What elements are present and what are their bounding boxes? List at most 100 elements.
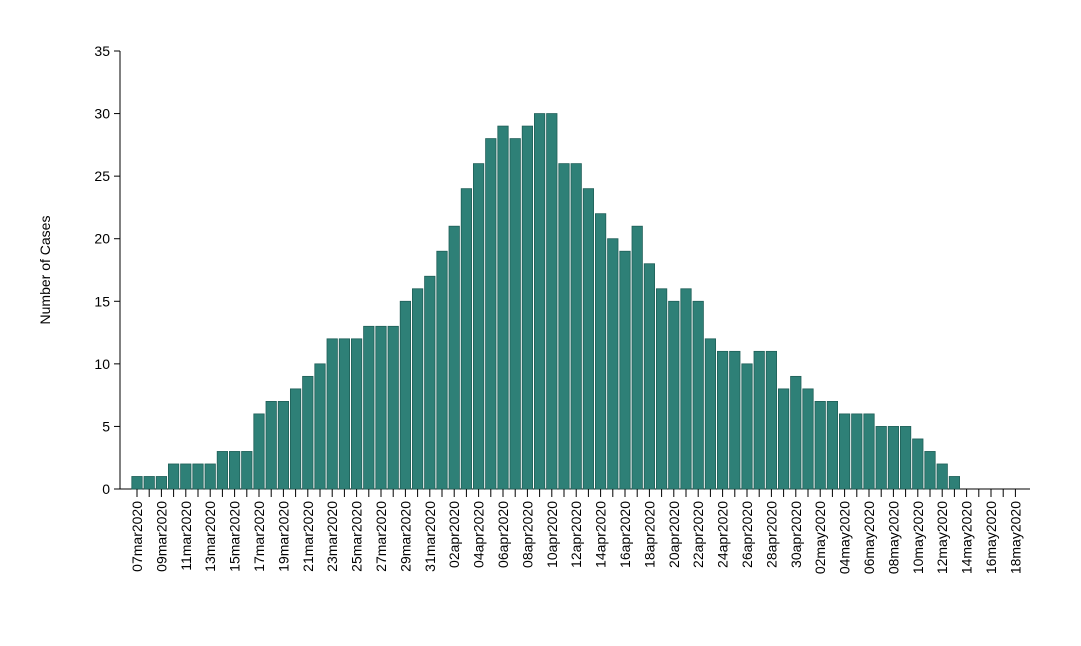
x-tick-label: 18may2020: [1007, 501, 1023, 574]
x-tick-label: 12apr2020: [568, 501, 584, 568]
x-tick-label: 04apr2020: [471, 501, 487, 568]
bar: [228, 451, 241, 490]
bar: [302, 375, 314, 490]
bar: [875, 426, 887, 490]
bar: [363, 325, 375, 490]
bar: [729, 350, 741, 490]
bar: [814, 400, 826, 490]
x-tick-label: 19mar2020: [275, 501, 291, 572]
y-tick-label: 20: [94, 231, 110, 247]
x-tick-label: 22apr2020: [690, 501, 706, 568]
bar: [509, 138, 521, 490]
x-tick-label: 31mar2020: [422, 501, 438, 572]
x-tick-label: 07mar2020: [129, 501, 145, 572]
bar: [180, 463, 192, 490]
bar: [241, 451, 253, 490]
bar: [643, 263, 656, 490]
x-tick-label: 17mar2020: [251, 501, 267, 572]
bar: [546, 113, 558, 490]
bar: [265, 400, 277, 490]
y-tick-label: 0: [102, 481, 110, 497]
bar: [277, 400, 290, 490]
bar: [717, 350, 729, 490]
bar: [765, 350, 778, 490]
bar: [411, 288, 424, 490]
bar: [826, 400, 839, 490]
x-tick-label: 08apr2020: [519, 501, 535, 568]
bar: [472, 163, 485, 490]
bar: [595, 213, 607, 490]
bar: [900, 426, 912, 490]
x-tick-label: 14apr2020: [593, 501, 609, 568]
x-tick-label: 25mar2020: [349, 501, 365, 572]
bar: [802, 388, 814, 490]
bar: [460, 188, 473, 490]
x-tick-label: 02apr2020: [446, 501, 462, 568]
bar: [167, 463, 180, 490]
bar: [448, 225, 460, 490]
x-tick-label: 21mar2020: [300, 501, 316, 572]
bar: [204, 463, 216, 490]
bar: [582, 188, 595, 490]
bar: [619, 250, 631, 490]
x-tick-label: 15mar2020: [227, 501, 243, 572]
y-tick-label: 15: [94, 293, 110, 309]
bar: [155, 476, 167, 490]
x-tick-label: 20apr2020: [666, 501, 682, 568]
x-tick-label: 26apr2020: [739, 501, 755, 568]
x-tick-label: 16may2020: [983, 501, 999, 574]
x-tick-label: 16apr2020: [617, 501, 633, 568]
x-tick-label: 04may2020: [837, 501, 853, 574]
x-tick-label: 12may2020: [934, 501, 950, 574]
bar: [912, 438, 924, 490]
y-tick-label: 25: [94, 168, 110, 184]
bar: [753, 350, 765, 490]
bar: [704, 338, 717, 490]
bar: [399, 300, 412, 490]
bar: [778, 388, 790, 490]
x-tick-label: 02may2020: [812, 501, 828, 574]
x-tick-label: 18apr2020: [641, 501, 657, 568]
bar: [436, 250, 448, 490]
bar: [143, 476, 155, 490]
bar: [424, 275, 436, 490]
bar: [570, 163, 582, 490]
y-tick-label: 35: [94, 43, 110, 59]
bar: [521, 125, 534, 490]
bar: [387, 325, 399, 490]
x-tick-label: 29mar2020: [397, 501, 413, 572]
bar: [924, 451, 936, 490]
bar: [131, 476, 143, 490]
x-tick-label: 09mar2020: [153, 501, 169, 572]
bar: [338, 338, 351, 490]
bar: [314, 363, 326, 490]
x-tick-label: 30apr2020: [788, 501, 804, 568]
bar: [851, 413, 863, 490]
bar: [289, 388, 302, 490]
x-tick-label: 13mar2020: [202, 501, 218, 572]
x-tick-label: 10may2020: [910, 501, 926, 574]
bar: [656, 288, 668, 490]
bar: [790, 375, 802, 490]
bar: [741, 363, 753, 490]
y-tick-label: 5: [102, 418, 110, 434]
bar: [253, 413, 265, 490]
x-tick-label: 08may2020: [885, 501, 901, 574]
x-tick-label: 06apr2020: [495, 501, 511, 568]
bar: [631, 225, 643, 490]
bar: [192, 463, 204, 490]
y-tick-label: 30: [94, 106, 110, 122]
bar: [326, 338, 338, 490]
x-tick-label: 24apr2020: [715, 501, 731, 568]
bar: [863, 413, 875, 490]
x-tick-label: 14may2020: [959, 501, 975, 574]
x-tick-label: 11mar2020: [178, 501, 194, 571]
bar: [948, 476, 961, 490]
bar: [839, 413, 851, 490]
bar: [534, 113, 546, 490]
bar: [668, 300, 680, 490]
x-tick-label: 27mar2020: [373, 501, 389, 572]
bar: [607, 238, 619, 490]
bar: [375, 325, 387, 490]
